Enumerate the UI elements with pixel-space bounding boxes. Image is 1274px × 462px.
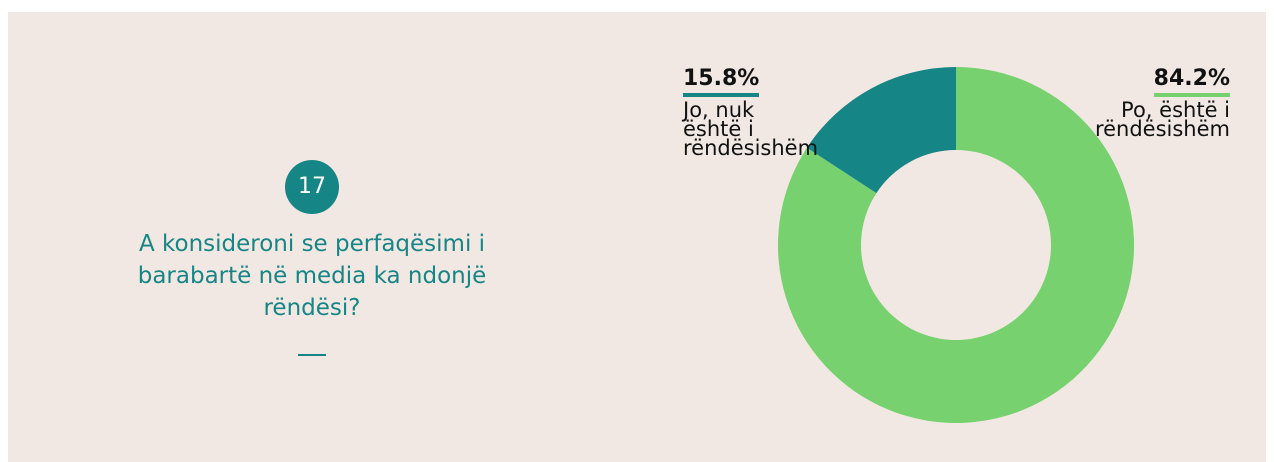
category-label: Po, është i rëndësishëm — [1094, 98, 1230, 141]
divider — [298, 354, 326, 356]
slice — [778, 67, 1135, 423]
question-number: 17 — [285, 160, 339, 214]
question-text: A konsideroni se perfaqësimi i barabartë… — [137, 231, 487, 321]
value-label: 15.8% — [683, 66, 760, 97]
slice — [806, 67, 956, 194]
slice-label: 84.2% Po, është i rëndësishëm — [1090, 66, 1230, 141]
value-label: 84.2% — [1153, 66, 1230, 97]
slice-label: 15.8% Jo, nuk është i rëndësishëm — [683, 66, 819, 160]
category-label: Jo, nuk është i rëndësishëm — [683, 98, 819, 160]
